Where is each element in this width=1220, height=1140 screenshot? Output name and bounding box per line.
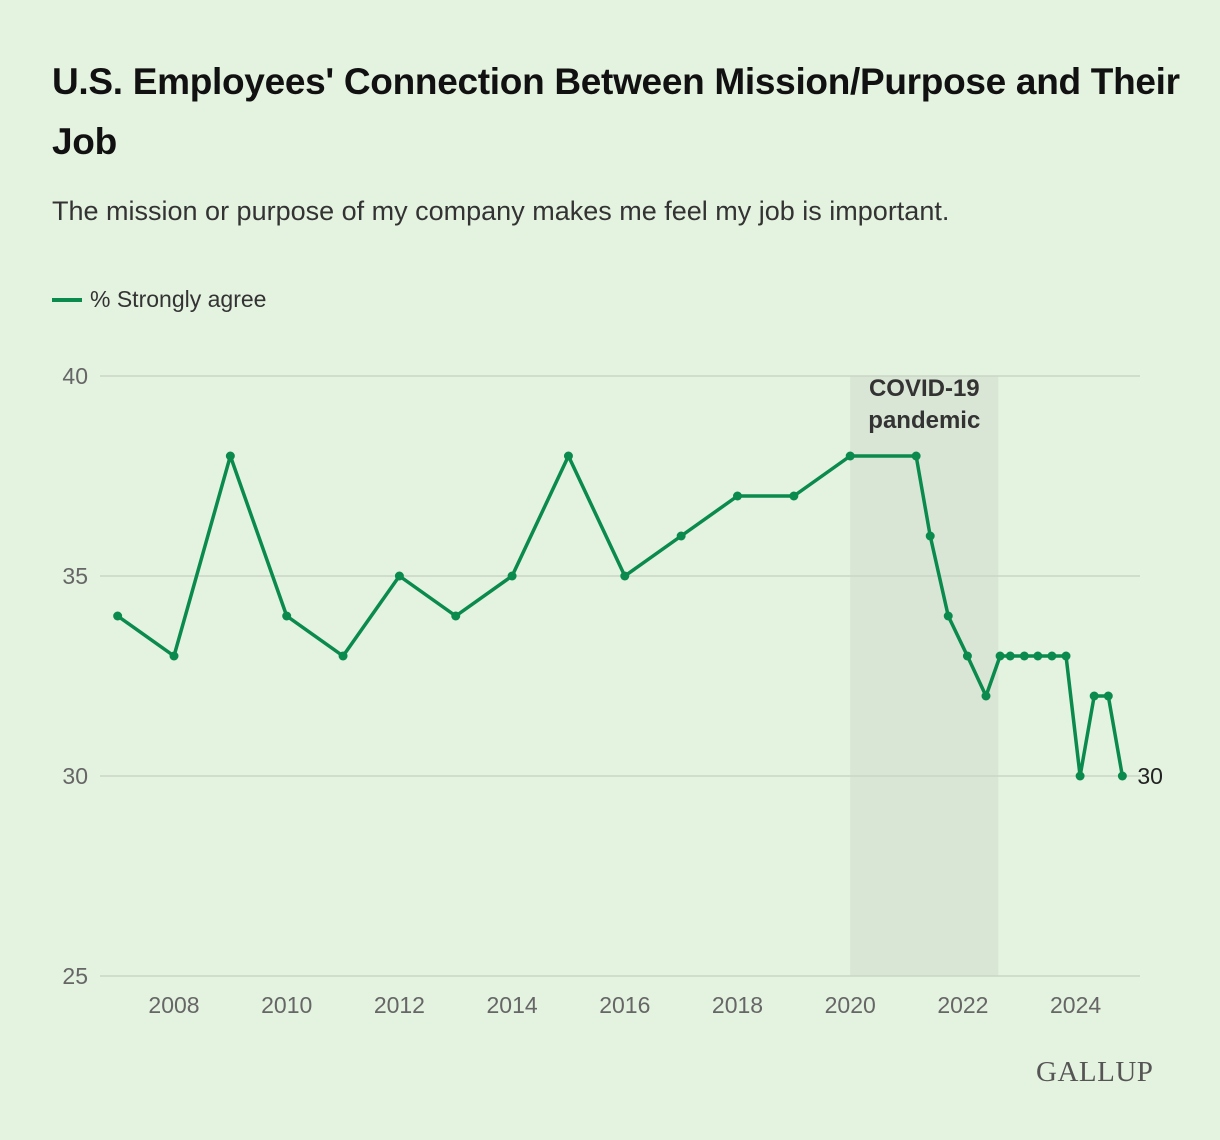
annotation-covid-line1: COVID-19 [869,375,980,402]
chart-subtitle: The mission or purpose of my company mak… [52,196,950,226]
data-point [620,571,630,581]
covid-shaded-region [850,376,999,976]
data-point [1103,691,1113,701]
data-point [282,611,292,621]
data-point [1005,651,1015,661]
data-point [1061,651,1071,661]
legend: % Strongly agree [52,286,266,313]
data-point [225,451,235,461]
x-tick-label: 2020 [825,992,876,1018]
data-point [113,611,123,621]
data-point [943,611,953,621]
legend-label: % Strongly agree [90,286,267,312]
data-point [1033,651,1043,661]
data-point [394,571,404,581]
y-tick-label: 40 [62,363,88,389]
data-point [911,451,921,461]
data-point [733,491,742,501]
data-point [789,491,799,501]
data-point [451,611,461,621]
data-point [962,651,972,661]
annotation-covid-line2: pandemic [868,407,980,434]
data-point [338,651,348,661]
x-tick-label: 2012 [374,992,425,1018]
x-tick-label: 2016 [599,992,650,1018]
data-point [981,691,991,701]
data-point [1089,691,1099,701]
legend-swatch [52,297,82,302]
x-tick-label: 2018 [712,992,763,1018]
gallup-logo: GALLUP [1036,1056,1154,1088]
data-point [1019,651,1029,661]
x-tick-label: 2024 [1050,992,1101,1018]
y-tick-label: 25 [62,963,88,989]
data-point [845,451,855,461]
end-value-label: 30 [1137,763,1163,789]
chart-title: U.S. Employees' Connection Between Missi… [52,61,1180,162]
y-tick-label: 30 [62,763,88,789]
data-point [995,651,1005,661]
data-point [507,571,517,581]
data-point [563,451,573,461]
data-point [1047,651,1057,661]
data-point [925,531,935,541]
data-point [1075,771,1085,781]
data-point [676,531,686,541]
x-tick-label: 2022 [937,992,988,1018]
x-tick-label: 2014 [487,992,538,1018]
data-point [169,651,179,661]
x-tick-label: 2008 [148,992,199,1018]
x-tick-label: 2010 [261,992,312,1018]
data-point [1117,771,1127,781]
y-tick-label: 35 [62,563,88,589]
